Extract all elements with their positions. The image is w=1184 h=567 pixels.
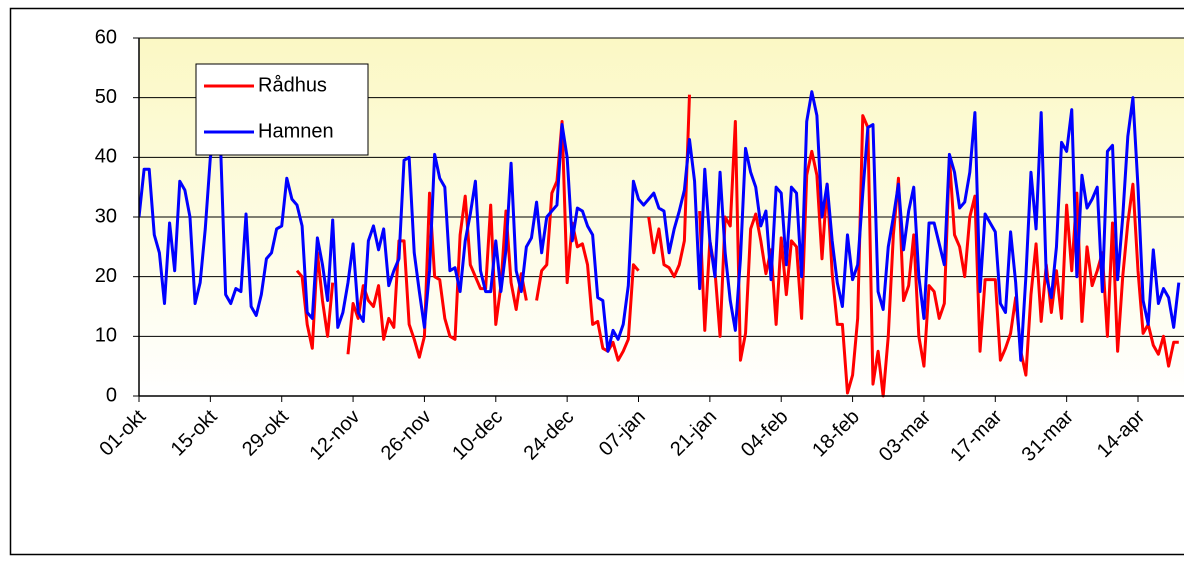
series-line (139, 90, 1181, 362)
y-tick-label: 40 (95, 146, 117, 168)
legend: Rådhus Hamnen (195, 63, 369, 156)
lines (139, 90, 1181, 398)
legend-box (195, 63, 369, 156)
y-tick-label: 20 (95, 265, 117, 287)
y-tick-label: 30 (95, 205, 117, 227)
legend-label: Hamnen (258, 120, 334, 142)
y-tick-label: 0 (106, 384, 117, 406)
y-tick-label: 60 (95, 26, 117, 48)
legend-label: Rådhus (258, 74, 327, 96)
y-tick-label: 50 (95, 86, 117, 108)
y-tick-label: 10 (95, 325, 117, 347)
